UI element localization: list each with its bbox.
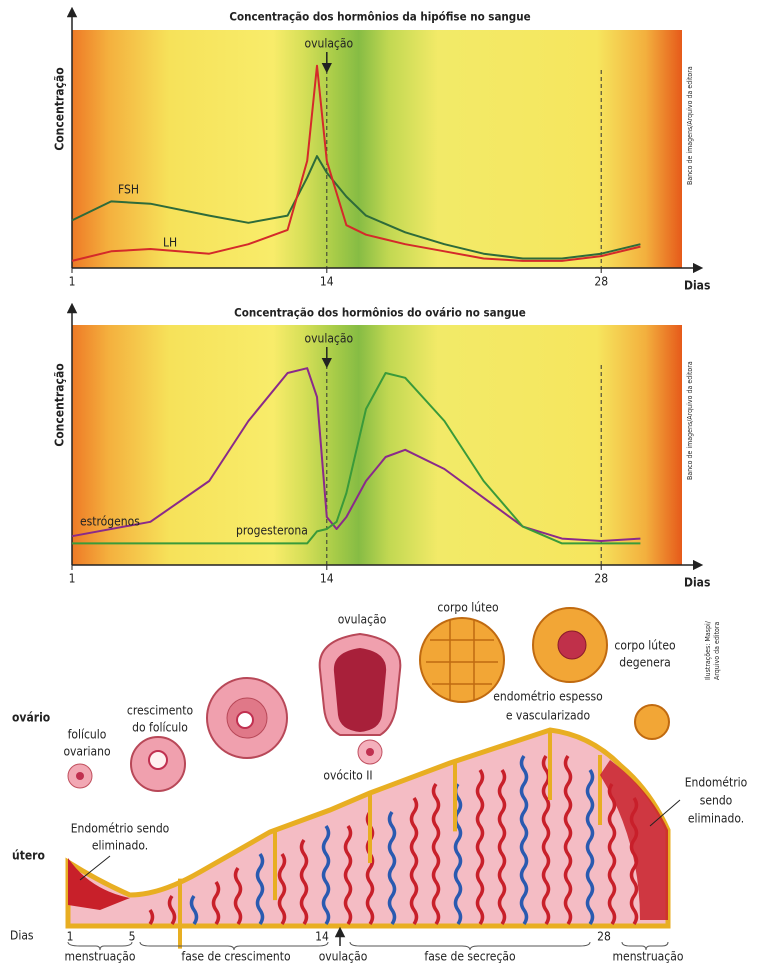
row-label: ovário xyxy=(12,711,50,725)
pointer-line xyxy=(649,799,681,827)
label: ovócito II xyxy=(323,769,372,783)
oocyte-nucleus xyxy=(366,748,374,756)
series-label: progesterona xyxy=(236,524,308,538)
annotation: ovulação xyxy=(304,332,353,346)
row-label: Dias xyxy=(10,929,34,943)
day-label: 14 xyxy=(315,930,329,944)
shedding-tissue xyxy=(600,760,668,920)
label: e vascularizado xyxy=(506,709,591,723)
blood-vessel xyxy=(563,754,573,926)
x-tick-label: 1 xyxy=(69,275,76,289)
blood-vessel xyxy=(365,810,375,926)
series-line xyxy=(72,372,641,545)
corpus-luteum-cells xyxy=(426,620,498,700)
day-label: 28 xyxy=(597,930,611,944)
blood-vessel xyxy=(211,880,221,926)
blood-vessel xyxy=(387,810,397,926)
blood-vessel xyxy=(321,824,331,926)
corpus-albicans xyxy=(634,704,670,740)
x-tick-label: 28 xyxy=(594,572,608,586)
series-label: estrógenos xyxy=(80,515,140,529)
y-axis-label: Concentração xyxy=(53,363,67,446)
credit: Arquivo da editora xyxy=(713,622,721,680)
phase-label: menstruação xyxy=(613,950,684,964)
series-label: FSH xyxy=(118,183,139,197)
brace xyxy=(349,941,591,951)
blood-vessel xyxy=(343,824,353,926)
series-label: LH xyxy=(163,236,177,250)
brace xyxy=(621,941,669,951)
label: ovulação xyxy=(338,613,387,627)
credit: Banco de imagens/Arquivo da editora xyxy=(686,361,694,480)
credit: Ilustrações: Maspi/ xyxy=(704,620,712,680)
label: folículo xyxy=(68,728,107,742)
label: Endométrio sendo xyxy=(71,822,170,836)
plot-background xyxy=(72,30,682,268)
blood-vessel xyxy=(148,908,155,926)
credit: Banco de imagens/Arquivo da editora xyxy=(686,66,694,185)
brace xyxy=(139,941,329,951)
blood-vessel xyxy=(409,796,419,926)
label: corpo lúteo xyxy=(437,601,499,615)
oocyte xyxy=(76,772,84,780)
shedding-tissue xyxy=(68,858,130,910)
corpus-luteum-center xyxy=(557,630,587,660)
charts: Concentração dos hormônios da hipófise n… xyxy=(53,6,710,590)
label: corpo lúteo xyxy=(614,639,676,653)
pointer-line xyxy=(79,855,111,881)
annotation: ovulação xyxy=(304,37,353,51)
x-tick-label: 1 xyxy=(69,572,76,586)
blood-vessel xyxy=(299,838,309,926)
cycle-diagram: ovário útero Dias folículo ovariano cres… xyxy=(10,601,748,964)
label: Endométrio xyxy=(685,776,748,790)
x-tick-label: 14 xyxy=(320,275,334,289)
plot-background xyxy=(72,325,682,565)
series-line xyxy=(71,64,641,262)
phase-label: ovulação xyxy=(319,950,368,964)
y-axis-label: Concentração xyxy=(53,67,67,150)
blood-vessel xyxy=(497,768,507,926)
vessels xyxy=(148,730,639,949)
series-line xyxy=(71,155,641,260)
label: degenera xyxy=(619,656,671,670)
blood-vessel xyxy=(431,782,441,926)
label: endométrio espesso xyxy=(493,690,603,704)
x-tick-label: 28 xyxy=(594,275,608,289)
x-axis-label: Dias xyxy=(684,279,710,293)
x-axis-label: Dias xyxy=(684,576,710,590)
blood-vessel xyxy=(519,754,529,926)
day-label: 5 xyxy=(129,930,136,944)
blood-vessel xyxy=(541,754,551,926)
blood-vessel xyxy=(453,782,463,926)
day-label: 1 xyxy=(67,930,74,944)
blood-vessel xyxy=(277,852,287,926)
label: eliminado. xyxy=(92,839,148,853)
blood-vessel xyxy=(255,852,265,926)
oocyte xyxy=(148,750,168,770)
x-tick-label: 14 xyxy=(320,572,334,586)
blood-vessel xyxy=(233,866,243,926)
label: eliminado. xyxy=(688,812,744,826)
label: do folículo xyxy=(132,721,188,735)
phase-label: menstruação xyxy=(65,950,136,964)
blood-vessel xyxy=(585,768,595,926)
label: ovariano xyxy=(63,745,111,759)
blood-vessel xyxy=(167,894,177,926)
blood-vessel xyxy=(189,894,199,926)
corpus-luteum xyxy=(419,617,505,703)
oocyte xyxy=(236,711,254,729)
blood-vessel xyxy=(607,782,617,926)
label: crescimento xyxy=(127,704,194,718)
phase-label: fase de secreção xyxy=(424,950,516,964)
row-label: útero xyxy=(12,849,45,863)
ruptured-follicle-cavity xyxy=(333,648,387,732)
brace xyxy=(67,941,133,951)
phase-label: fase de crescimento xyxy=(181,950,291,964)
label: sendo xyxy=(700,794,733,808)
chart-title: Concentração dos hormônios do ovário no … xyxy=(234,306,526,320)
blood-vessel xyxy=(475,768,485,926)
chart-title: Concentração dos hormônios da hipófise n… xyxy=(229,10,530,24)
